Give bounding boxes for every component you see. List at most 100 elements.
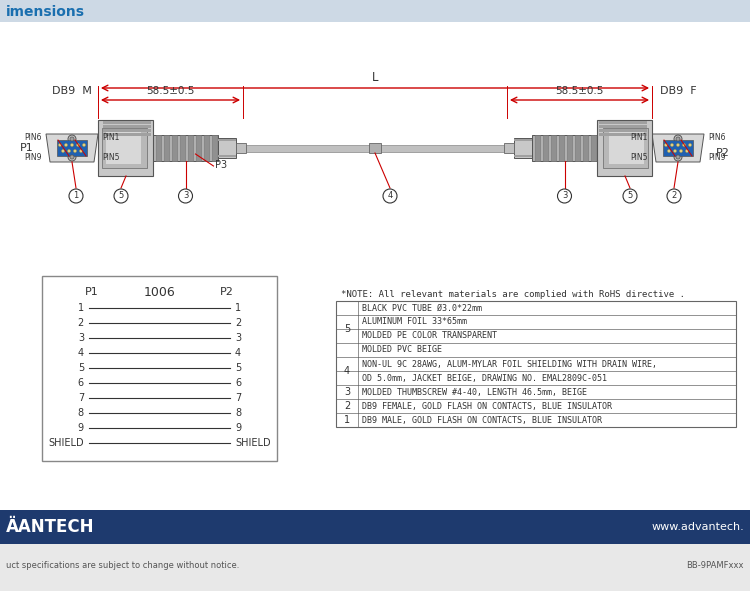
Bar xyxy=(102,128,147,168)
Text: PIN1: PIN1 xyxy=(631,134,648,142)
Text: 5: 5 xyxy=(627,191,632,200)
Circle shape xyxy=(682,144,686,147)
Circle shape xyxy=(674,135,682,143)
Text: 7: 7 xyxy=(235,393,242,403)
Circle shape xyxy=(668,150,670,152)
Text: PIN5: PIN5 xyxy=(102,154,119,163)
Bar xyxy=(103,129,151,132)
Bar xyxy=(583,135,588,161)
Text: MOLDED THUMBSCREW #4-40, LENGTH 46.5mm, BEIGE: MOLDED THUMBSCREW #4-40, LENGTH 46.5mm, … xyxy=(362,388,587,397)
Text: MOLDED PVC BEIGE: MOLDED PVC BEIGE xyxy=(362,346,442,355)
Bar xyxy=(246,145,504,151)
Bar xyxy=(188,135,193,161)
Text: P1: P1 xyxy=(85,287,99,297)
Bar xyxy=(106,132,141,164)
Text: 8: 8 xyxy=(78,408,84,418)
Bar xyxy=(597,120,652,176)
Bar xyxy=(514,138,532,158)
Bar xyxy=(514,139,532,141)
Text: 5: 5 xyxy=(118,191,124,200)
Bar xyxy=(603,128,648,168)
Circle shape xyxy=(557,189,572,203)
Text: PIN1: PIN1 xyxy=(102,134,119,142)
Bar xyxy=(575,135,580,161)
Bar xyxy=(196,135,201,161)
Bar xyxy=(164,135,169,161)
Text: P2: P2 xyxy=(716,148,730,158)
Text: ALUMINUM FOIL 33*65mm: ALUMINUM FOIL 33*65mm xyxy=(362,317,467,326)
Circle shape xyxy=(64,144,68,147)
Text: SHIELD: SHIELD xyxy=(48,438,84,448)
Bar xyxy=(551,135,556,161)
Text: uct specifications are subject to change without notice.: uct specifications are subject to change… xyxy=(6,561,239,570)
Bar xyxy=(218,139,236,141)
Circle shape xyxy=(69,189,83,203)
Bar xyxy=(103,125,151,128)
Bar xyxy=(218,138,236,158)
Text: 1: 1 xyxy=(74,191,79,200)
Text: DB9 FEMALE, GOLD FLASH ON CONTACTS, BLUE INSULATOR: DB9 FEMALE, GOLD FLASH ON CONTACTS, BLUE… xyxy=(362,401,612,411)
Text: 6: 6 xyxy=(235,378,242,388)
Circle shape xyxy=(114,189,128,203)
Text: BB-9PAMFxxx: BB-9PAMFxxx xyxy=(686,561,744,570)
Circle shape xyxy=(178,189,193,203)
Text: 3: 3 xyxy=(344,387,350,397)
Circle shape xyxy=(676,155,680,159)
Circle shape xyxy=(686,150,688,152)
Polygon shape xyxy=(46,134,98,162)
Circle shape xyxy=(676,137,680,141)
Text: 2: 2 xyxy=(344,401,350,411)
Text: 5: 5 xyxy=(344,324,350,334)
Circle shape xyxy=(383,189,397,203)
Text: 58.5±0.5: 58.5±0.5 xyxy=(146,86,195,96)
Circle shape xyxy=(667,189,681,203)
Text: 7: 7 xyxy=(78,393,84,403)
Text: PIN6: PIN6 xyxy=(25,134,42,142)
Circle shape xyxy=(58,144,62,147)
Bar xyxy=(609,132,644,164)
Text: OD 5.0mm, JACKET BEIGE, DRAWING NO. EMAL2809C-051: OD 5.0mm, JACKET BEIGE, DRAWING NO. EMAL… xyxy=(362,374,607,382)
Text: 1: 1 xyxy=(344,415,350,425)
Text: 4: 4 xyxy=(235,348,242,358)
Bar xyxy=(535,135,540,161)
Text: PIN9: PIN9 xyxy=(25,154,42,163)
Text: 1: 1 xyxy=(78,303,84,313)
Bar xyxy=(180,135,185,161)
Bar xyxy=(543,135,548,161)
Text: P2: P2 xyxy=(220,287,234,297)
Bar xyxy=(103,133,151,135)
Text: 4: 4 xyxy=(344,366,350,376)
Bar xyxy=(172,135,177,161)
Circle shape xyxy=(688,144,692,147)
Circle shape xyxy=(70,137,74,141)
Circle shape xyxy=(68,135,76,143)
Text: 9: 9 xyxy=(235,423,242,433)
Circle shape xyxy=(664,144,668,147)
Bar xyxy=(514,155,532,157)
Text: 2: 2 xyxy=(671,191,676,200)
Bar xyxy=(0,510,750,544)
Text: 4: 4 xyxy=(78,348,84,358)
Polygon shape xyxy=(652,134,704,162)
Bar xyxy=(204,135,209,161)
Text: P3: P3 xyxy=(215,160,228,170)
Text: 5: 5 xyxy=(235,363,242,373)
Bar xyxy=(57,140,87,156)
Text: 9: 9 xyxy=(78,423,84,433)
Circle shape xyxy=(674,153,682,161)
Circle shape xyxy=(68,153,76,161)
Text: SHIELD: SHIELD xyxy=(235,438,271,448)
Text: 2: 2 xyxy=(235,318,242,328)
Bar xyxy=(599,133,647,135)
Circle shape xyxy=(74,150,76,152)
Bar xyxy=(599,129,647,132)
Bar xyxy=(663,140,693,156)
Bar xyxy=(212,135,217,161)
Text: DB9  M: DB9 M xyxy=(52,86,92,96)
Bar xyxy=(0,544,750,591)
Circle shape xyxy=(674,150,676,152)
Circle shape xyxy=(76,144,80,147)
Text: 1: 1 xyxy=(235,303,242,313)
Circle shape xyxy=(670,144,674,147)
Bar xyxy=(591,135,596,161)
